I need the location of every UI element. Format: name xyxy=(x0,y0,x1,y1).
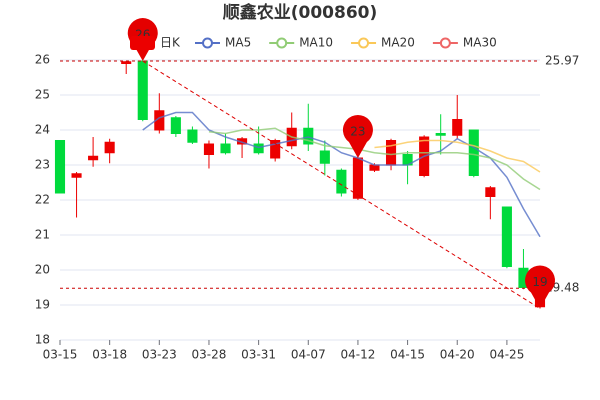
candle-body xyxy=(203,143,215,155)
y-tick-label: 23 xyxy=(35,158,50,172)
y-tick-label: 20 xyxy=(35,263,50,277)
x-tick-label: 04-07 xyxy=(291,348,326,362)
y-tick-label: 24 xyxy=(35,123,50,137)
y-tick-label: 25 xyxy=(35,88,50,102)
x-tick-label: 03-28 xyxy=(192,348,227,362)
x-tick-label: 03-23 xyxy=(142,348,177,362)
mark-pin xyxy=(342,115,373,158)
x-tick-label: 03-18 xyxy=(92,348,127,362)
mark-pin-label: 19 xyxy=(532,275,547,289)
legend-label: MA20 xyxy=(381,36,415,50)
ma-line xyxy=(374,139,541,173)
candle-body xyxy=(468,129,479,176)
legend-label: MA30 xyxy=(463,36,497,50)
chart-title: 顺鑫农业(000860) xyxy=(223,2,378,23)
legend-icon xyxy=(130,36,155,50)
y-tick-label: 21 xyxy=(35,228,50,242)
legend-icon xyxy=(276,37,288,49)
x-tick-label: 04-12 xyxy=(340,348,375,362)
x-tick-label: 04-25 xyxy=(489,348,524,362)
x-tick-label: 03-31 xyxy=(241,348,276,362)
candle-body xyxy=(270,140,281,159)
candle-body xyxy=(88,155,99,161)
trend-line xyxy=(142,60,541,309)
x-tick-label: 04-20 xyxy=(440,348,475,362)
ma-line xyxy=(142,111,541,238)
candle-body xyxy=(253,143,264,154)
candle-body xyxy=(336,169,347,194)
legend-label: MA10 xyxy=(299,36,333,50)
x-tick-label: 03-15 xyxy=(43,348,78,362)
legend-icon xyxy=(439,37,451,49)
candle-body xyxy=(501,206,512,267)
mark-pin xyxy=(525,265,555,309)
x-tick-label: 04-15 xyxy=(390,348,425,362)
legend-icon xyxy=(358,37,370,49)
legend-label: MA5 xyxy=(225,36,251,50)
candle-body xyxy=(385,140,397,166)
y-tick-label: 19 xyxy=(35,298,50,312)
ma-line xyxy=(208,127,541,191)
y-tick-label: 26 xyxy=(35,53,50,67)
candle-body xyxy=(319,150,330,164)
y-tick-label: 18 xyxy=(35,333,50,347)
candle-body xyxy=(71,173,82,178)
candle-body xyxy=(485,187,496,197)
candle-body xyxy=(352,157,363,199)
legend-icon xyxy=(202,37,213,49)
legend-label: 日K xyxy=(160,36,181,50)
candle-body xyxy=(54,140,66,194)
candle-body xyxy=(220,143,231,154)
mark-pin-label: 23 xyxy=(350,125,365,139)
candle-body xyxy=(369,164,380,171)
y-tick-label: 22 xyxy=(35,193,50,207)
candle-body xyxy=(170,117,181,134)
candle-body xyxy=(104,141,115,154)
candle-body xyxy=(303,127,314,145)
candle-body xyxy=(187,129,198,143)
mark-line-label: 25.97 xyxy=(545,54,579,68)
candle-body xyxy=(435,133,446,136)
candle-body xyxy=(121,61,132,64)
candle-body xyxy=(452,119,463,136)
candle-body xyxy=(137,60,148,120)
